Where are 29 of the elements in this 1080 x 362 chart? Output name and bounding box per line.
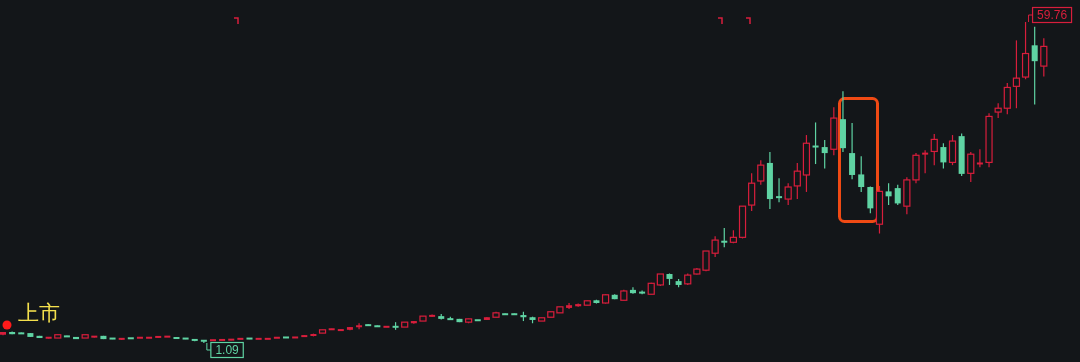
candlestick [967,151,975,183]
candlestick [1031,26,1038,105]
candlestick [629,286,636,295]
candlestick [721,227,728,248]
candlestick [748,172,756,212]
candlestick [849,122,856,180]
candlestick [757,159,765,186]
candlestick [922,149,929,174]
candlestick [858,155,865,193]
candlestick [885,182,892,206]
candlestick [776,177,783,203]
candlestick [894,184,901,206]
candlestick [356,322,363,330]
candlestick [784,182,792,206]
annotation: 1.09 [215,343,240,357]
candlestick [930,133,938,166]
candlestick [976,148,983,168]
annotation: 上市 [18,301,60,325]
candlestick [1012,39,1021,109]
candlestick [940,142,947,170]
candlestick [1040,37,1048,78]
candlestick [821,139,828,170]
candlestick [1003,82,1011,115]
candlestick [948,134,957,166]
candlestick [812,121,819,165]
annotation: 59.76 [1037,8,1068,22]
candlestick [867,185,874,214]
candlestick [793,162,801,200]
candlestick [1021,21,1030,80]
